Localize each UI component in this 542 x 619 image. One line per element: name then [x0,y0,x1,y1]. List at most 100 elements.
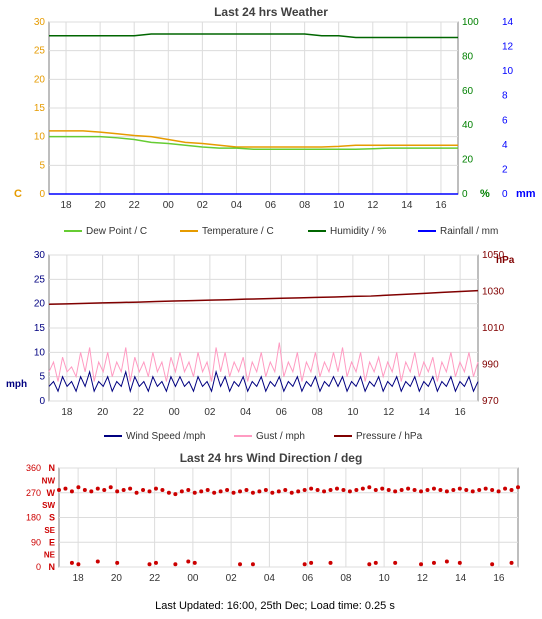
svg-text:Rainfall / mm: Rainfall / mm [440,226,498,237]
weather-chart-2: 18 20 22 00 02 04 06 08 10 12 14 16 0 5 10 15 20 25 30 mph 9… [4,247,542,450]
footer-status: Last Updated: 16:00, 25th Dec; Load time… [4,600,542,612]
svg-text:10: 10 [347,407,359,418]
svg-text:%: % [480,188,490,200]
svg-text:04: 04 [231,200,243,211]
svg-text:90: 90 [31,537,41,547]
svg-text:C: C [14,188,22,200]
last-updated-label: Last Updated: 16:00, 25th Dec; Load time… [155,600,395,612]
svg-text:08: 08 [340,573,352,584]
svg-text:30: 30 [34,17,46,28]
svg-text:08: 08 [299,200,311,211]
svg-text:12: 12 [417,573,429,584]
svg-text:5: 5 [39,372,45,383]
svg-text:5: 5 [39,160,45,171]
svg-text:14: 14 [419,407,431,418]
svg-text:0: 0 [462,189,468,200]
svg-text:04: 04 [264,573,276,584]
svg-text:0: 0 [39,396,45,407]
svg-text:0: 0 [502,189,508,200]
svg-text:10: 10 [379,573,391,584]
svg-text:360: 360 [26,463,41,473]
svg-text:NW: NW [42,476,56,485]
svg-text:6: 6 [502,115,508,126]
svg-text:00: 00 [163,200,175,211]
svg-text:02: 02 [197,200,209,211]
svg-text:970: 970 [482,396,499,407]
svg-text:20: 20 [111,573,123,584]
svg-text:16: 16 [435,200,447,211]
svg-text:2: 2 [502,164,508,175]
svg-text:N: N [49,562,56,572]
svg-text:Last 24 hrs Weather: Last 24 hrs Weather [214,5,328,19]
svg-text:20: 20 [97,407,109,418]
svg-text:mph: mph [6,379,27,390]
svg-text:SE: SE [44,526,55,535]
svg-text:N: N [49,463,56,473]
svg-text:02: 02 [226,573,238,584]
svg-text:180: 180 [26,513,41,523]
svg-text:mm: mm [516,188,536,200]
svg-text:10: 10 [34,132,46,143]
svg-text:100: 100 [462,17,479,28]
svg-text:14: 14 [455,573,467,584]
svg-text:Humidity / %: Humidity / % [330,226,386,237]
svg-text:SW: SW [42,501,55,510]
svg-text:40: 40 [462,120,474,131]
svg-text:14: 14 [401,200,413,211]
svg-text:hPa: hPa [496,255,515,266]
svg-text:12: 12 [367,200,379,211]
svg-text:80: 80 [462,51,474,62]
svg-text:22: 22 [129,200,141,211]
svg-text:0: 0 [36,562,41,572]
svg-text:30: 30 [34,250,46,261]
svg-text:06: 06 [265,200,277,211]
svg-text:20: 20 [34,299,46,310]
svg-text:E: E [49,537,55,547]
svg-text:20: 20 [95,200,107,211]
svg-text:12: 12 [383,407,395,418]
svg-text:Gust / mph: Gust / mph [256,431,305,442]
svg-text:22: 22 [149,573,161,584]
svg-text:Pressure / hPa: Pressure / hPa [356,431,423,442]
svg-text:8: 8 [502,91,508,102]
svg-text:08: 08 [312,407,324,418]
svg-text:10: 10 [333,200,345,211]
svg-text:S: S [49,513,55,523]
svg-text:00: 00 [169,407,181,418]
svg-text:06: 06 [302,573,314,584]
svg-text:0: 0 [39,189,45,200]
svg-text:1030: 1030 [482,287,505,298]
svg-text:Last 24 hrs Wind Direction / d: Last 24 hrs Wind Direction / deg [180,451,363,465]
svg-text:16: 16 [493,573,505,584]
weather-chart-1: Last 24 hrs Weather182022000204060810121… [4,4,542,247]
svg-text:02: 02 [204,407,216,418]
weather-chart-3: Last 24 hrs Wind Direction / deg18202200… [4,450,542,598]
svg-text:04: 04 [240,407,252,418]
svg-text:12: 12 [502,42,514,53]
svg-text:15: 15 [34,103,46,114]
svg-text:14: 14 [502,17,514,28]
svg-text:1010: 1010 [482,323,505,334]
svg-text:16: 16 [455,407,467,418]
svg-text:990: 990 [482,360,499,371]
svg-text:Dew Point / C: Dew Point / C [86,226,147,237]
svg-text:20: 20 [462,155,474,166]
svg-text:NE: NE [44,551,56,560]
svg-text:W: W [47,488,56,498]
svg-text:60: 60 [462,86,474,97]
svg-text:18: 18 [73,573,85,584]
svg-text:270: 270 [26,488,41,498]
svg-text:00: 00 [187,573,199,584]
svg-text:22: 22 [133,407,145,418]
svg-text:25: 25 [34,46,46,57]
svg-text:20: 20 [34,74,46,85]
svg-text:06: 06 [276,407,288,418]
svg-text:18: 18 [61,407,73,418]
svg-text:10: 10 [502,66,514,77]
svg-text:25: 25 [34,274,46,285]
svg-text:10: 10 [34,347,46,358]
svg-text:15: 15 [34,323,46,334]
svg-text:18: 18 [60,200,72,211]
svg-text:Temperature / C: Temperature / C [202,226,274,237]
svg-text:Wind Speed /mph: Wind Speed /mph [126,431,206,442]
